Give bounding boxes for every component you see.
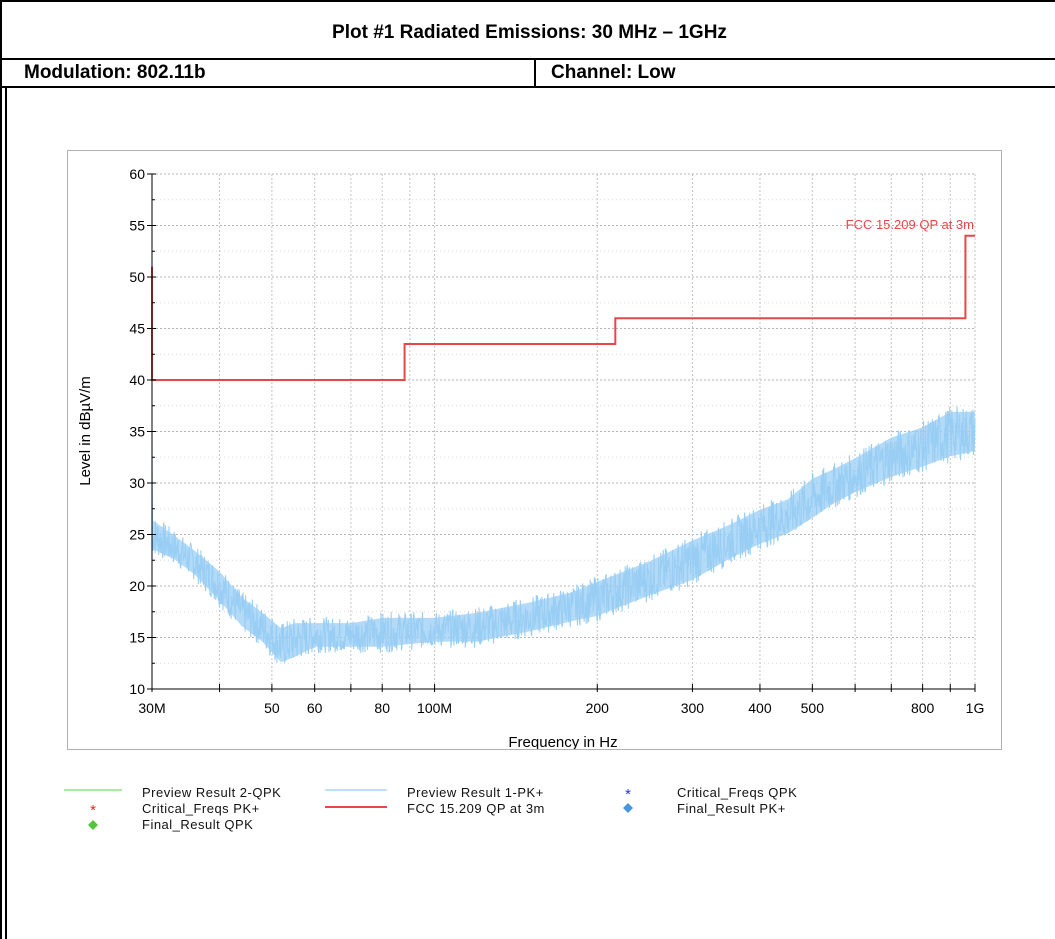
legend-star-red-icon: * <box>90 802 96 817</box>
channel-label: Channel: Low <box>551 62 676 83</box>
fcc-limit-line <box>151 234 975 381</box>
title-row: Plot #1 Radiated Emissions: 30 MHz – 1GH… <box>0 0 1055 60</box>
y-tick-label: 10 <box>129 681 145 697</box>
svg-text:*: * <box>625 786 631 801</box>
left-border-inner <box>5 87 7 939</box>
x-tick-label: 300 <box>681 700 705 716</box>
legend-star-blue-icon: * <box>625 786 631 801</box>
x-tick-label: 800 <box>911 700 935 716</box>
svg-text:*: * <box>90 802 96 817</box>
limit-line-annotation: FCC 15.209 QP at 3m <box>846 217 974 232</box>
limit-layer <box>151 234 975 381</box>
legend-label: Critical_Freqs QPK <box>677 785 798 800</box>
x-tick-label: 200 <box>586 700 610 716</box>
x-tick-label: 50 <box>264 700 280 716</box>
y-tick-label: 35 <box>129 424 145 440</box>
legend-diamond-green-icon <box>88 820 98 830</box>
y-tick-label: 45 <box>129 321 145 337</box>
legend-label: Preview Result 2-QPK <box>142 785 282 800</box>
modulation-label: Modulation: 802.11b <box>24 62 206 83</box>
modulation-cell: Modulation: 802.11b <box>0 58 536 88</box>
grid <box>151 173 976 690</box>
chart-panel: 10 15 20 25 30 35 40 45 50 55 60 30M 50 60 80 100M 200 30… <box>67 150 1002 751</box>
y-tick-label: 50 <box>129 269 145 285</box>
x-tick-label: 60 <box>307 700 323 716</box>
legend-label: FCC 15.209 QP at 3m <box>407 801 545 816</box>
left-border-outer <box>0 0 2 939</box>
x-tick-label: 100M <box>417 700 452 716</box>
legend: Preview Result 2-QPK * Critical_Freqs PK… <box>60 785 1020 845</box>
y-tick-label: 30 <box>129 475 145 491</box>
y-tick-label: 25 <box>129 527 145 543</box>
x-tick-label: 30M <box>138 700 165 716</box>
x-axis-label: Frequency in Hz <box>508 734 617 749</box>
y-axis-label: Level in dBµV/m <box>77 376 94 486</box>
preview-pk-envelope <box>152 411 975 663</box>
y-tick-label: 40 <box>129 372 145 388</box>
y-tick-label: 20 <box>129 578 145 594</box>
y-tick-label: 15 <box>129 630 145 646</box>
x-tick-label: 400 <box>748 700 772 716</box>
y-tick-label: 60 <box>129 166 145 182</box>
legend-label: Final_Result QPK <box>142 817 254 832</box>
trace-layer <box>151 406 976 664</box>
y-tick-label: 55 <box>129 218 145 234</box>
axes: 10 15 20 25 30 35 40 45 50 55 60 30M 50 60 80 100M 200 30… <box>129 166 984 716</box>
legend-line-green <box>64 789 122 791</box>
legend-diamond-blue-icon <box>623 803 633 813</box>
x-tick-label: 80 <box>374 700 390 716</box>
channel-cell: Channel: Low <box>534 58 1055 88</box>
x-tick-label: 1G <box>966 700 985 716</box>
legend-label: Critical_Freqs PK+ <box>142 801 260 816</box>
legend-line-blue <box>325 789 387 791</box>
x-tick-label: 500 <box>801 700 825 716</box>
legend-label: Final_Result PK+ <box>677 801 786 816</box>
plot-title: Plot #1 Radiated Emissions: 30 MHz – 1GH… <box>332 22 727 43</box>
emissions-chart: 10 15 20 25 30 35 40 45 50 55 60 30M 50 60 80 100M 200 30… <box>77 166 984 751</box>
legend-label: Preview Result 1-PK+ <box>407 785 544 800</box>
legend-line-red <box>325 806 387 808</box>
